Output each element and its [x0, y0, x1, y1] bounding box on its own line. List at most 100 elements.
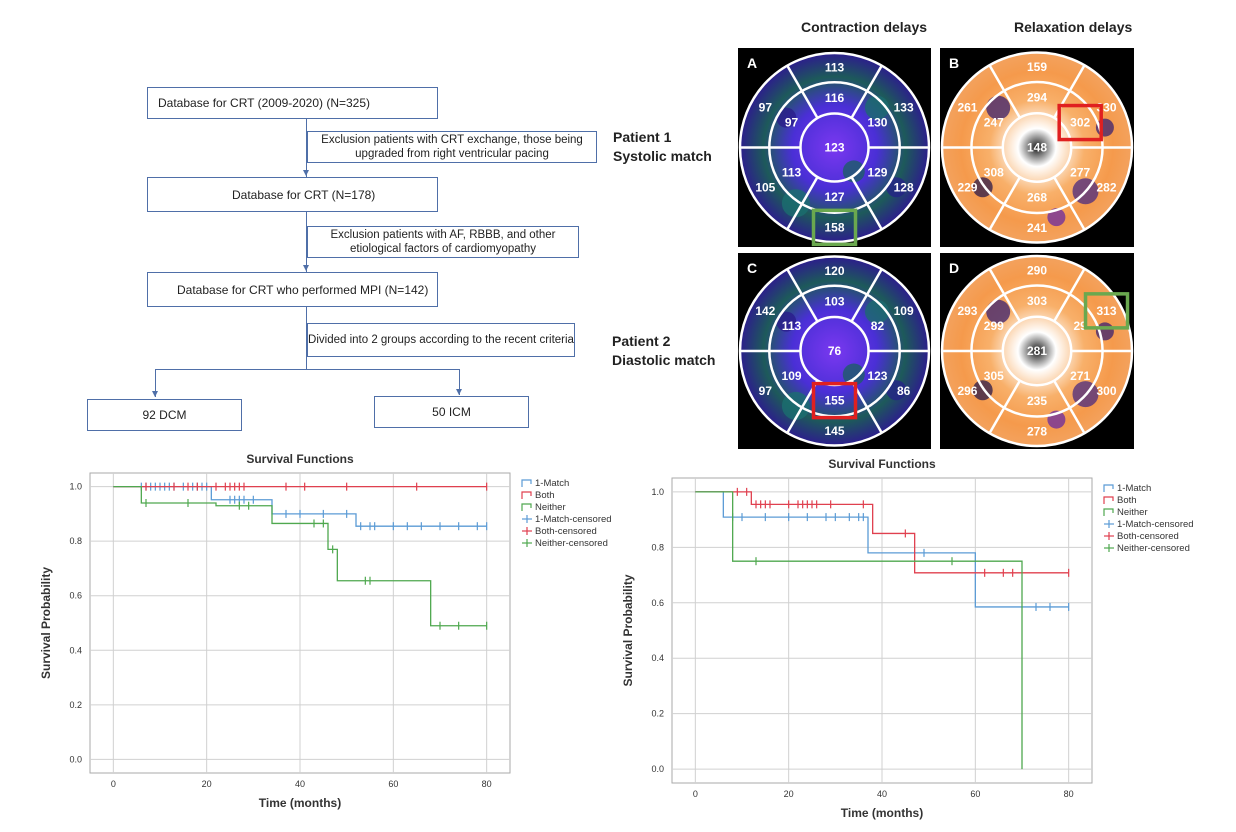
panel-letter: B	[949, 55, 959, 71]
segment-value: 86	[897, 384, 911, 398]
patient-2-match: Diastolic match	[612, 352, 716, 368]
segment-value: 299	[984, 319, 1004, 333]
segment-value: 129	[867, 165, 887, 179]
segment-value: 303	[1027, 294, 1047, 308]
segment-line	[988, 64, 1021, 119]
heat-blob	[781, 189, 810, 218]
highlight-box	[1057, 103, 1103, 142]
segment-value: 268	[1027, 190, 1047, 204]
legend-label: Neither-censored	[535, 538, 608, 549]
segment-value: 155	[824, 394, 844, 408]
segment-value: 105	[755, 180, 775, 194]
y-axis-label: Survival Probability	[621, 574, 635, 686]
flow-box-exclusion-2: Exclusion patients with AF, RBBB, and ot…	[307, 226, 579, 258]
y-tick-label: 1.0	[651, 487, 664, 497]
patient-2-id: Patient 2	[612, 333, 671, 349]
segment-value: 300	[1097, 384, 1117, 398]
series-both	[695, 487, 1070, 577]
panel-letter: D	[949, 260, 959, 276]
segment-line	[988, 176, 1021, 231]
legend-label: Neither	[1117, 507, 1148, 518]
x-axis-label: Time (months)	[259, 796, 341, 810]
polar-panel-c: 120 109 86 145 97 142 103 82 123 155 109 113 76 C	[738, 253, 931, 449]
apex-value: 76	[828, 344, 842, 358]
y-tick-label: 0.4	[69, 645, 82, 655]
segment-value: 261	[957, 100, 977, 114]
segment-line	[1053, 379, 1086, 434]
segment-value: 282	[1097, 181, 1117, 195]
legend: 1-MatchBothNeither1-Match-censoredBoth-c…	[1103, 483, 1194, 554]
apex-value: 123	[824, 141, 844, 155]
polar-panel-a: 113 133 128 158 105 97 116 130 129 127 113 97 123 A	[738, 48, 931, 247]
flow-connector	[306, 307, 307, 369]
heat-blob	[776, 311, 797, 332]
legend-swatch	[521, 491, 532, 499]
segment-value: 97	[759, 101, 773, 115]
segment-value: 123	[867, 369, 887, 383]
segment-value: 113	[782, 319, 802, 333]
legend-label: Neither	[535, 502, 566, 513]
heat-blob	[776, 107, 797, 128]
segment-value: 159	[1027, 60, 1047, 74]
flow-connector	[155, 369, 459, 370]
segment-value: 109	[782, 369, 802, 383]
apex-value: 281	[1027, 344, 1047, 358]
legend-label: 1-Match-censored	[1117, 519, 1194, 530]
segment-line	[988, 268, 1021, 323]
y-tick-label: 1.0	[69, 482, 82, 492]
segment-value: 29	[1074, 319, 1088, 333]
patient-1-label: Patient 1 Systolic match	[613, 128, 712, 166]
heat-blob	[986, 95, 1011, 120]
segment-line	[1053, 176, 1086, 231]
series-both	[113, 482, 488, 491]
legend-label: Both	[1117, 495, 1137, 506]
segment-line	[786, 176, 819, 230]
flow-box-icm: 50 ICM	[374, 396, 529, 428]
heat-blob	[842, 363, 865, 386]
legend-label: 1-Match	[535, 478, 569, 489]
patient-1-id: Patient 1	[613, 129, 672, 145]
heat-blob	[986, 299, 1011, 324]
segment-value: 271	[1070, 369, 1090, 383]
column-header-relaxation: Relaxation delays	[1014, 19, 1133, 35]
segment-value: 133	[894, 101, 914, 115]
legend-label: Both	[535, 490, 555, 501]
segment-value: 128	[894, 180, 914, 194]
segment-line	[850, 268, 883, 323]
panel-letter: A	[747, 55, 757, 71]
x-axis-label: Time (months)	[841, 806, 923, 820]
segment-value: 305	[984, 369, 1004, 383]
flow-box-database-mpi: Database for CRT who performed MPI (N=14…	[147, 272, 438, 307]
legend-swatch	[1103, 484, 1114, 492]
segment-value: 241	[1027, 221, 1047, 235]
x-tick-label: 20	[202, 779, 212, 789]
y-tick-label: 0.2	[69, 700, 82, 710]
segment-value: 278	[1027, 424, 1047, 438]
patient-2-label: Patient 2 Diastolic match	[612, 332, 715, 370]
column-header-contraction: Contraction delays	[801, 19, 928, 35]
segment-value: 120	[824, 264, 844, 278]
survival-step-line	[695, 491, 1069, 608]
legend-swatch	[1103, 496, 1114, 504]
x-tick-label: 80	[482, 779, 492, 789]
segment-value: 116	[825, 91, 845, 105]
segment-value: 296	[957, 384, 977, 398]
y-axis-label: Survival Probability	[39, 567, 53, 679]
highlight-box	[1083, 292, 1130, 330]
legend: 1-MatchBothNeither1-Match-censoredBoth-c…	[521, 478, 612, 549]
segment-value: 158	[824, 220, 844, 234]
survival-chart-left: Survival Functions 0 20 40 60 80 0.0 0.2 0.4 0.6 0…	[39, 452, 612, 810]
legend-swatch	[521, 479, 532, 487]
segment-value: 302	[1070, 116, 1090, 130]
survival-step-line	[113, 485, 487, 627]
y-tick-label: 0.8	[651, 542, 664, 552]
x-tick-label: 60	[388, 779, 398, 789]
survival-step-line	[695, 491, 1023, 770]
segment-line	[786, 268, 819, 323]
segment-line	[850, 65, 883, 119]
segment-value: 313	[1097, 304, 1117, 318]
segment-line	[786, 65, 819, 119]
y-tick-label: 0.0	[651, 764, 664, 774]
segment-value: 109	[894, 304, 914, 318]
